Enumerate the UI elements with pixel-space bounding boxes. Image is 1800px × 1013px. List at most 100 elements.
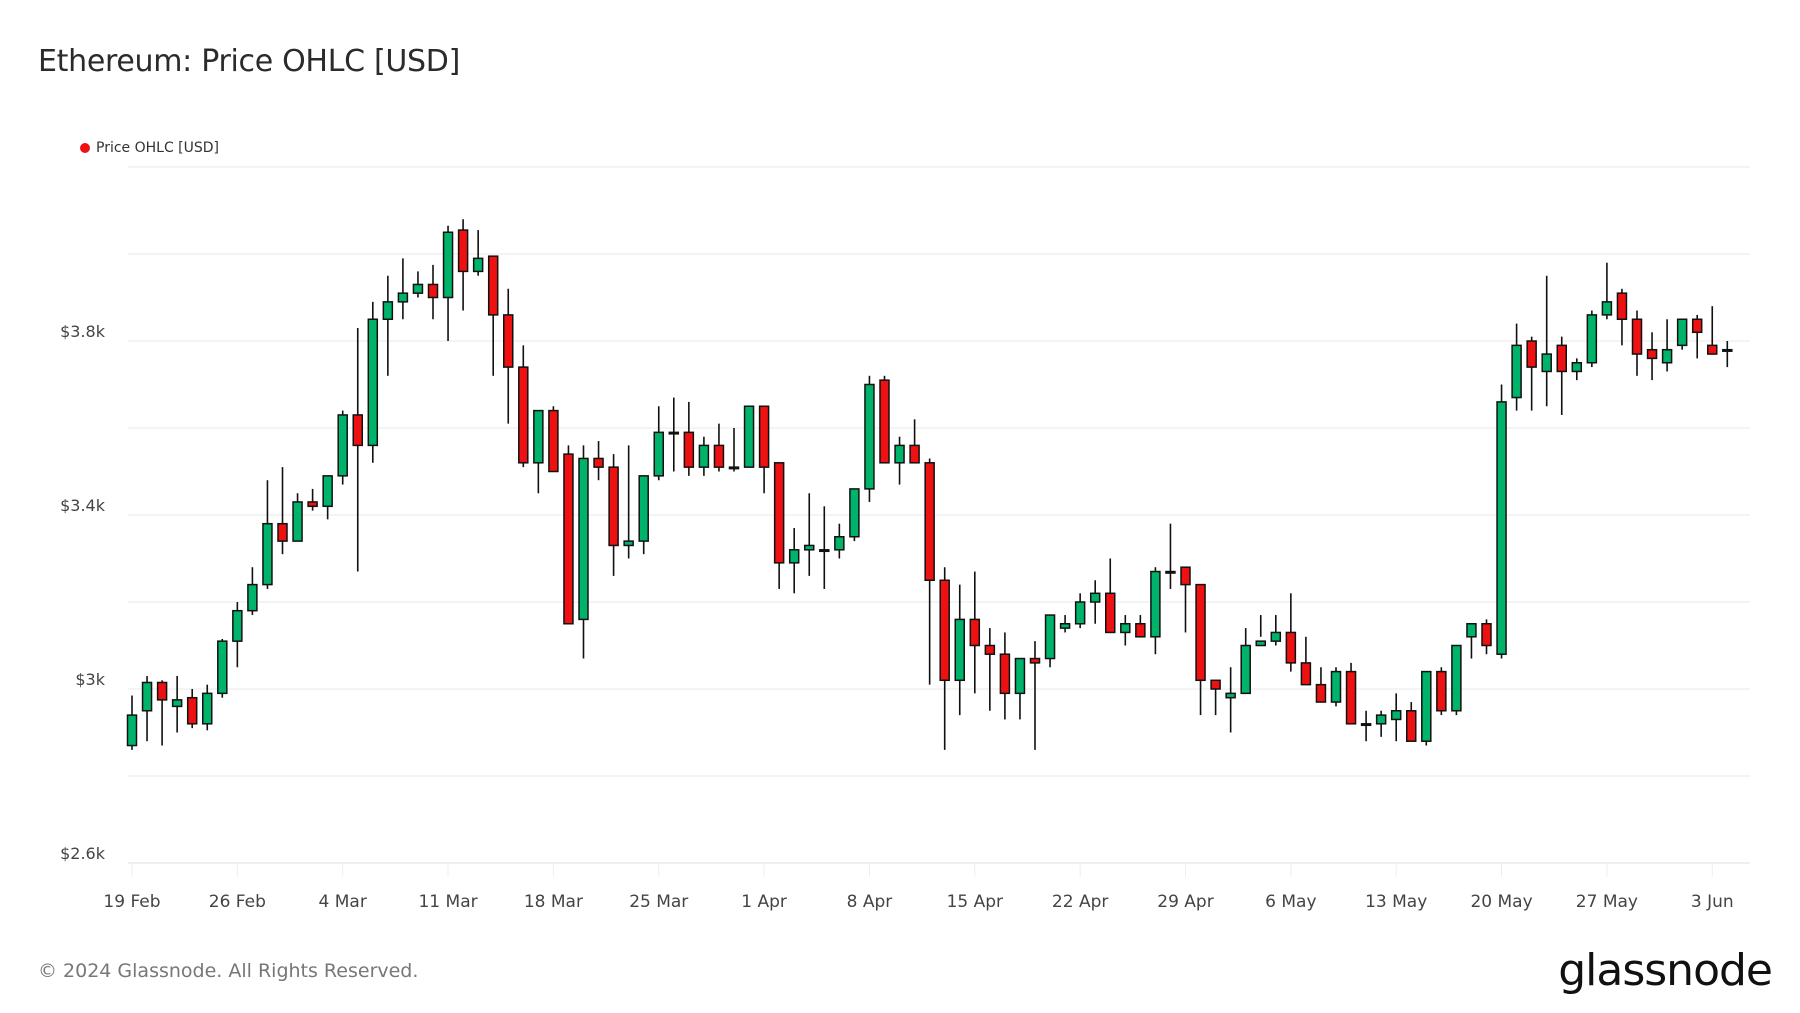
x-axis: 19 Feb 26 Feb 4 Mar 11 Mar 18 Mar 25 Mar 1 Apr…: [103, 863, 1734, 912]
candle: [1315, 667, 1327, 703]
x-tick-label: 8 Apr: [847, 892, 893, 912]
candle: [1691, 314, 1703, 359]
candle: [1676, 318, 1688, 350]
candle: [1360, 710, 1372, 742]
candle: [1406, 702, 1417, 742]
candle: [1195, 583, 1206, 716]
candle: [1240, 628, 1251, 695]
candle: [126, 695, 138, 750]
candles: [126, 219, 1733, 750]
candle: [954, 584, 965, 716]
x-tick-label: 19 Feb: [103, 892, 160, 912]
candle: [503, 288, 514, 424]
candle: [984, 628, 996, 711]
x-tick-label: 22 Apr: [1052, 892, 1108, 912]
candle: [758, 405, 770, 494]
candle: [969, 571, 981, 694]
y-tick-label: $3.4k: [60, 496, 106, 515]
candle: [608, 454, 619, 576]
candle: [1165, 523, 1176, 589]
x-tick-label: 11 Mar: [418, 892, 477, 912]
candle: [1255, 615, 1266, 647]
candle: [533, 409, 544, 494]
chart-title: Ethereum: Price OHLC [USD]: [38, 44, 461, 79]
candle: [1421, 670, 1432, 746]
legend-dot-icon: [80, 143, 90, 153]
candle: [1451, 644, 1462, 716]
y-tick-label: $3k: [75, 670, 105, 689]
candle: [1345, 662, 1357, 725]
candle: [1466, 623, 1477, 659]
candle: [1135, 615, 1146, 638]
x-tick-label: 25 Mar: [629, 892, 688, 912]
candle: [698, 436, 710, 476]
candle: [773, 462, 785, 589]
candle: [457, 219, 469, 311]
candle: [834, 523, 845, 559]
candle: [653, 406, 664, 481]
x-tick-label: 18 Mar: [524, 892, 583, 912]
candle: [668, 397, 680, 472]
y-axis: $2.6k $3k $3.4k $3.8k: [60, 322, 106, 863]
candle: [623, 445, 634, 559]
glassnode-logo[interactable]: glassnode: [1558, 945, 1773, 996]
candle: [1044, 614, 1056, 668]
candle: [202, 684, 213, 731]
candle: [232, 602, 243, 668]
candle: [864, 375, 875, 502]
candle: [1029, 641, 1041, 750]
candle: [1330, 667, 1342, 707]
candle: [819, 506, 830, 589]
legend[interactable]: Price OHLC [USD]: [80, 140, 219, 156]
candle: [593, 441, 604, 481]
candle: [713, 423, 725, 472]
candle: [1616, 288, 1628, 346]
candle: [909, 419, 920, 464]
x-tick-label: 27 May: [1576, 892, 1638, 912]
candle: [894, 436, 905, 485]
candle: [352, 327, 363, 572]
candle: [788, 528, 800, 594]
candle: [1661, 319, 1673, 372]
candle: [924, 458, 935, 685]
candle: [1722, 341, 1733, 368]
x-tick-label: 15 Apr: [947, 892, 1003, 912]
candle: [1631, 310, 1643, 376]
candle: [1225, 667, 1236, 733]
x-tick-label: 13 May: [1365, 892, 1427, 912]
x-tick-label: 29 Apr: [1157, 892, 1213, 912]
candle: [1646, 332, 1658, 381]
candle: [1014, 657, 1026, 720]
candle: [247, 567, 258, 616]
candle: [1526, 336, 1537, 411]
candle: [939, 567, 950, 750]
candle: [337, 410, 348, 485]
candle: [397, 258, 409, 320]
x-tick-label: 1 Apr: [741, 892, 787, 912]
candle: [728, 428, 740, 472]
candle: [156, 680, 168, 746]
candle: [367, 301, 379, 463]
copyright: © 2024 Glassnode. All Rights Reserved.: [38, 960, 419, 982]
candle: [1707, 306, 1718, 355]
candle: [1105, 558, 1116, 634]
candle: [743, 405, 755, 468]
candle: [999, 632, 1011, 720]
candle: [1541, 275, 1552, 407]
candle: [1496, 384, 1507, 659]
candle: [1481, 619, 1492, 655]
candle: [548, 406, 559, 473]
x-tick-label: 26 Feb: [209, 892, 266, 912]
grid-lines: [128, 166, 1750, 864]
candle: [472, 230, 484, 276]
x-tick-label: 3 Jun: [1691, 892, 1734, 912]
candle: [1390, 693, 1402, 742]
candle: [442, 225, 454, 341]
candle: [804, 493, 815, 576]
candle: [1300, 636, 1312, 686]
candle: [322, 475, 333, 520]
candle: [1511, 323, 1522, 411]
candle: [1074, 593, 1086, 629]
candle: [518, 345, 529, 468]
